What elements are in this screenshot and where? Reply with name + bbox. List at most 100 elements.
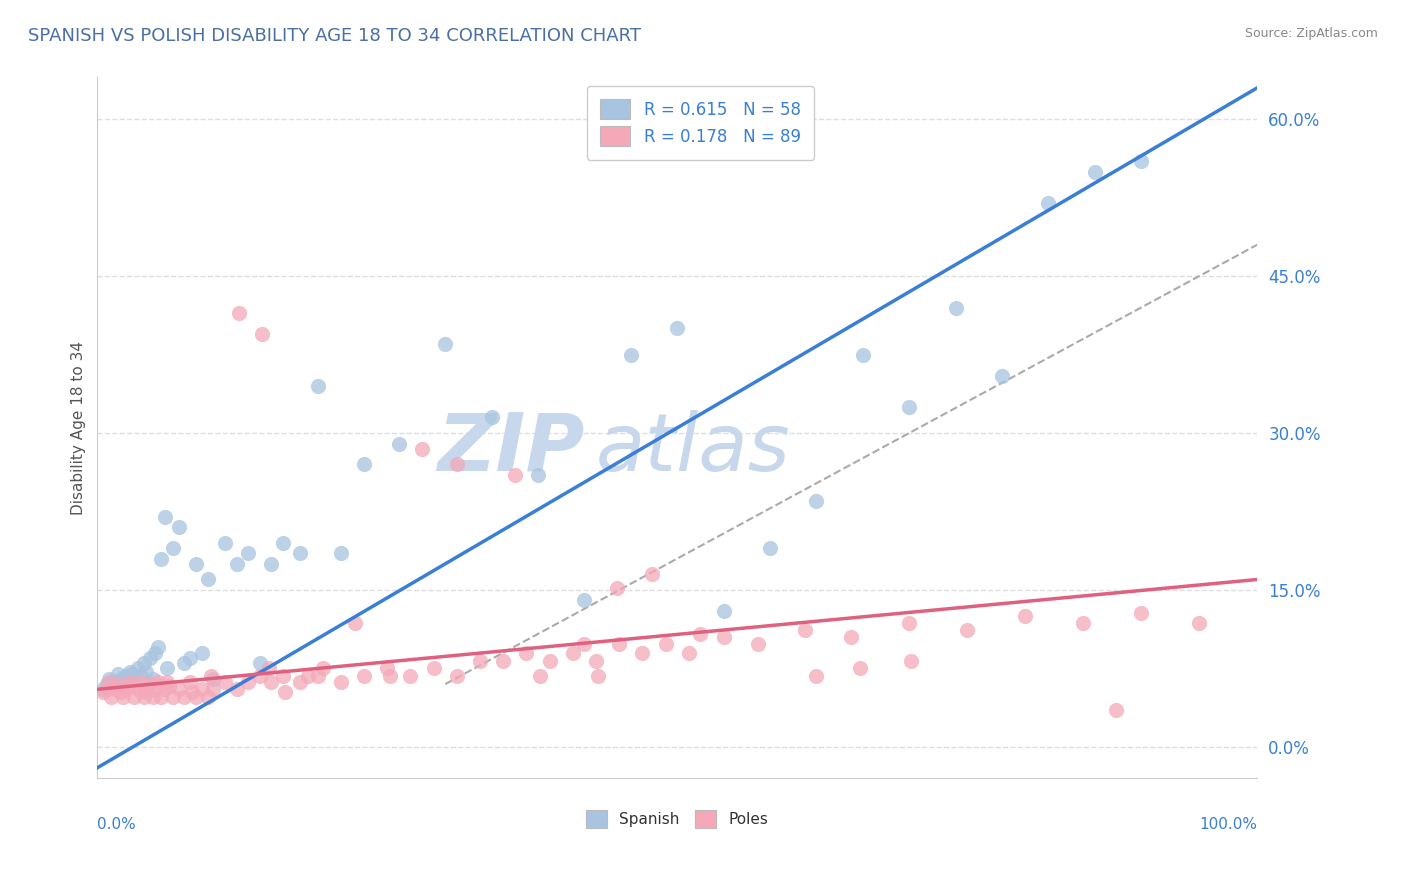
- Point: [503, 467, 526, 482]
- Point: [146, 640, 169, 655]
- Point: [143, 682, 166, 697]
- Point: [124, 672, 146, 686]
- Point: [561, 646, 583, 660]
- Point: [228, 306, 250, 320]
- Point: [181, 685, 204, 699]
- Point: [135, 685, 157, 699]
- Point: [606, 581, 628, 595]
- Point: [118, 675, 141, 690]
- Point: [446, 458, 468, 472]
- Point: [353, 669, 375, 683]
- Point: [202, 672, 225, 686]
- Point: [446, 669, 468, 683]
- Point: [654, 637, 676, 651]
- Point: [111, 677, 134, 691]
- Point: [307, 669, 329, 683]
- Point: [153, 682, 176, 697]
- Point: [388, 436, 411, 450]
- Point: [898, 616, 921, 631]
- Point: [91, 682, 114, 697]
- Point: [249, 669, 271, 683]
- Text: SPANISH VS POLISH DISABILITY AGE 18 TO 34 CORRELATION CHART: SPANISH VS POLISH DISABILITY AGE 18 TO 3…: [28, 27, 641, 45]
- Text: Source: ZipAtlas.com: Source: ZipAtlas.com: [1244, 27, 1378, 40]
- Text: ZIP: ZIP: [437, 409, 585, 488]
- Point: [162, 541, 184, 555]
- Point: [274, 685, 297, 699]
- Point: [167, 520, 190, 534]
- Point: [329, 675, 352, 690]
- Point: [184, 557, 207, 571]
- Point: [747, 637, 769, 651]
- Point: [411, 442, 433, 456]
- Point: [759, 541, 782, 555]
- Point: [260, 557, 283, 571]
- Point: [236, 675, 259, 690]
- Text: 0.0%: 0.0%: [97, 817, 136, 831]
- Point: [378, 669, 401, 683]
- Point: [399, 669, 422, 683]
- Point: [142, 690, 165, 704]
- Point: [135, 665, 157, 679]
- Point: [143, 646, 166, 660]
- Legend: Spanish, Poles: Spanish, Poles: [579, 804, 775, 834]
- Point: [104, 682, 127, 697]
- Point: [290, 675, 312, 690]
- Point: [146, 675, 169, 690]
- Point: [492, 654, 515, 668]
- Text: 100.0%: 100.0%: [1199, 817, 1257, 831]
- Point: [190, 682, 212, 697]
- Point: [849, 661, 872, 675]
- Point: [422, 661, 444, 675]
- Point: [197, 690, 219, 704]
- Point: [956, 623, 979, 637]
- Point: [588, 669, 610, 683]
- Point: [162, 690, 184, 704]
- Point: [312, 661, 335, 675]
- Point: [713, 604, 735, 618]
- Point: [852, 348, 875, 362]
- Text: atlas: atlas: [596, 409, 790, 488]
- Point: [184, 690, 207, 704]
- Point: [157, 679, 180, 693]
- Point: [110, 685, 132, 699]
- Point: [434, 337, 457, 351]
- Point: [132, 656, 155, 670]
- Point: [641, 567, 664, 582]
- Point: [574, 637, 596, 651]
- Point: [1038, 196, 1060, 211]
- Point: [135, 682, 157, 697]
- Point: [713, 630, 735, 644]
- Point: [527, 467, 550, 482]
- Point: [468, 654, 491, 668]
- Point: [260, 675, 283, 690]
- Point: [107, 677, 129, 691]
- Point: [121, 679, 143, 693]
- Point: [1188, 616, 1211, 631]
- Point: [538, 654, 561, 668]
- Point: [214, 536, 236, 550]
- Point: [297, 669, 319, 683]
- Point: [806, 669, 828, 683]
- Point: [150, 551, 173, 566]
- Point: [138, 677, 160, 691]
- Point: [197, 573, 219, 587]
- Point: [515, 646, 537, 660]
- Point: [689, 627, 711, 641]
- Point: [111, 690, 134, 704]
- Point: [678, 646, 700, 660]
- Point: [97, 672, 120, 686]
- Point: [142, 672, 165, 686]
- Point: [1071, 616, 1094, 631]
- Point: [200, 669, 222, 683]
- Point: [138, 651, 160, 665]
- Point: [153, 509, 176, 524]
- Point: [96, 682, 118, 697]
- Point: [190, 646, 212, 660]
- Point: [343, 616, 366, 631]
- Point: [620, 348, 643, 362]
- Point: [167, 682, 190, 697]
- Point: [793, 623, 815, 637]
- Point: [329, 546, 352, 560]
- Point: [607, 637, 630, 651]
- Point: [150, 690, 173, 704]
